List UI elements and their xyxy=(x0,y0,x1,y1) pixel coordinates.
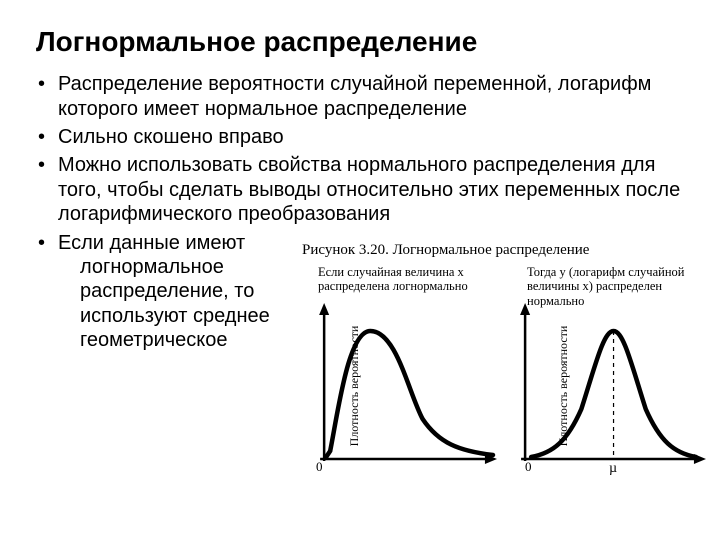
lognormal-svg xyxy=(296,301,497,471)
zero-left: 0 xyxy=(316,459,323,475)
figure-caption: Рисунок 3.20. Логнормальное распределени… xyxy=(302,242,706,259)
panel-normal-label: Тогда y (логарифм случайной величины x) … xyxy=(505,265,706,301)
bullet-4-lead: Если данные имеют xyxy=(58,232,245,254)
panel-lognormal-label: Если случайная величина x распределена л… xyxy=(296,265,497,301)
bullet-2: Сильно скошено вправо xyxy=(36,125,684,149)
slide-title: Логнормальное распределение xyxy=(36,26,684,58)
figure-box: Рисунок 3.20. Логнормальное распределени… xyxy=(296,242,706,502)
panel-normal: Тогда y (логарифм случайной величины x) … xyxy=(505,265,706,485)
bullet-3: Можно использовать свойства нормального … xyxy=(36,153,684,226)
figure-panels: Если случайная величина x распределена л… xyxy=(296,265,706,485)
plot-lognormal: Плотность вероятности 0 xyxy=(296,301,497,471)
slide: Логнормальное распределение Распределени… xyxy=(0,0,720,540)
panel-lognormal: Если случайная величина x распределена л… xyxy=(296,265,497,485)
ylabel-left: Плотность вероятности xyxy=(347,326,362,447)
yaxis-arrow-r xyxy=(520,303,530,315)
plot-normal: Плотность вероятности 0 µ xyxy=(505,301,706,471)
ylabel-right: Плотность вероятности xyxy=(556,326,571,447)
zero-right: 0 xyxy=(525,459,532,475)
yaxis-arrow xyxy=(319,303,329,315)
mu-label: µ xyxy=(609,461,617,477)
normal-svg xyxy=(505,301,706,471)
bullet-1: Распределение вероятности случайной пере… xyxy=(36,72,684,121)
